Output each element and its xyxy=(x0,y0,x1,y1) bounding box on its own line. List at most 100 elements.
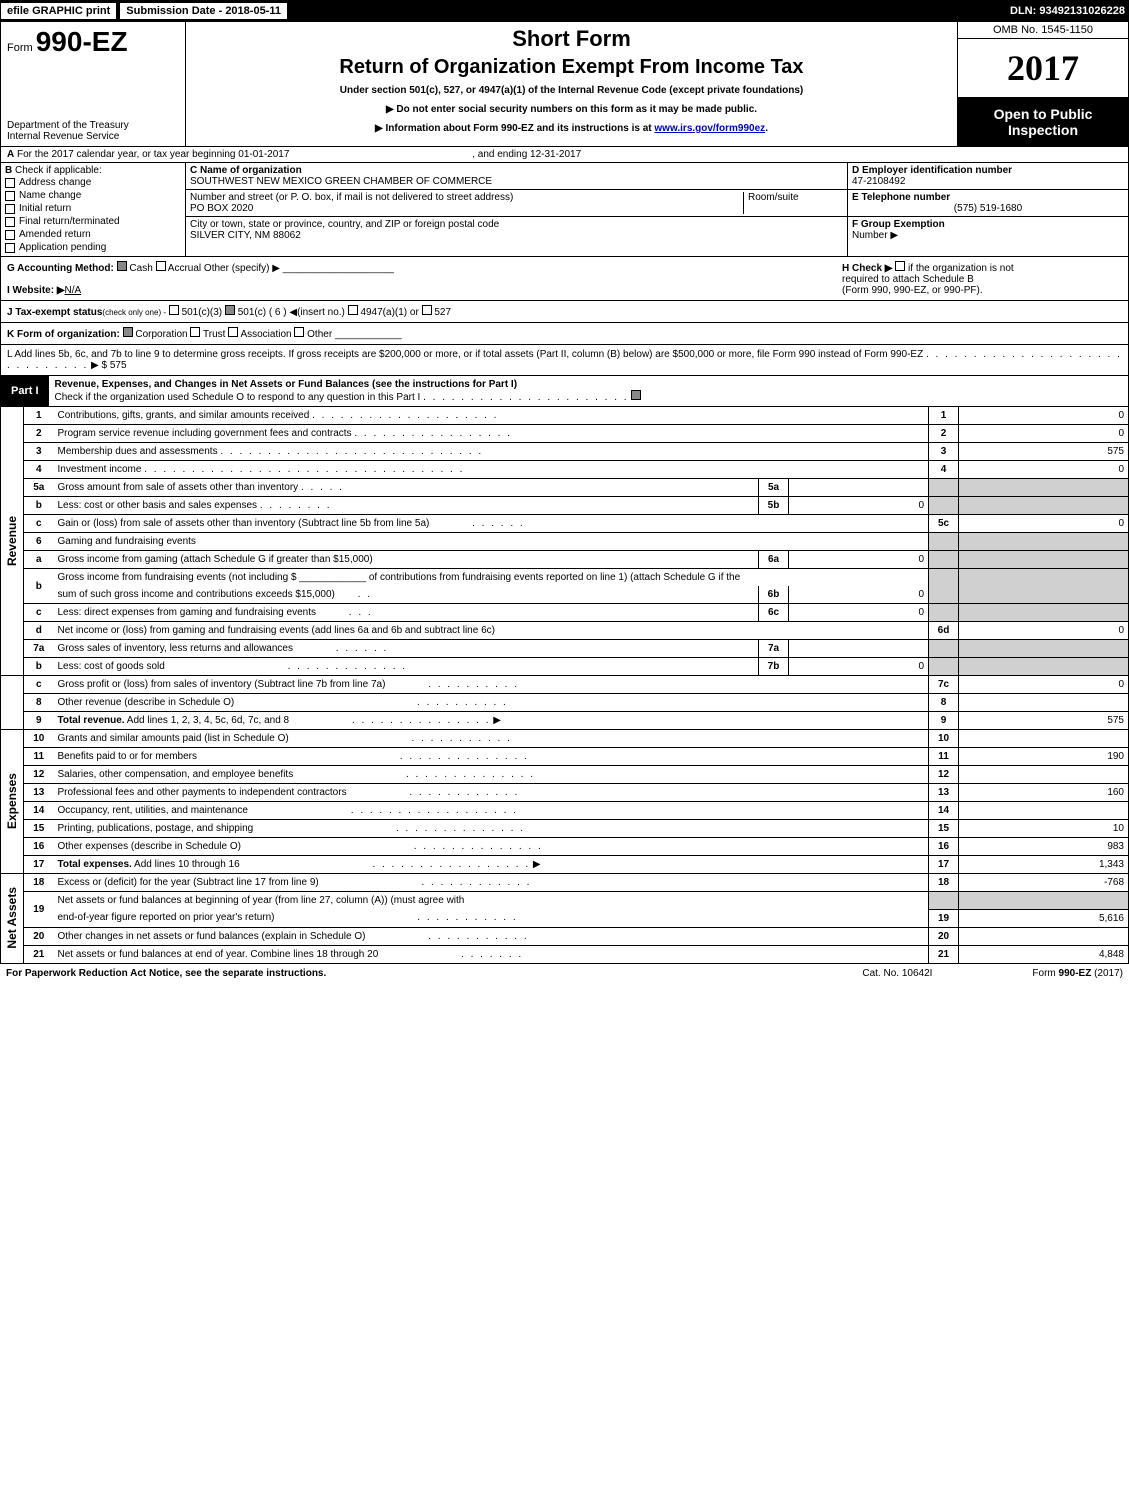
table-row: 8 Other revenue (describe in Schedule O)… xyxy=(1,694,1129,712)
amount-value: 10 xyxy=(959,820,1129,838)
line-desc: Gain or (loss) from sale of assets other… xyxy=(58,518,430,529)
chk-label: Application pending xyxy=(19,242,106,253)
chk-trust[interactable] xyxy=(190,327,200,337)
d-label: D Employer identification number xyxy=(852,165,1012,176)
j-opt-2: 4947(a)(1) or xyxy=(360,307,418,318)
chk-other[interactable] xyxy=(294,327,304,337)
table-row: d Net income or (loss) from gaming and f… xyxy=(1,622,1129,640)
sub-value: 0 xyxy=(789,658,929,676)
sub-value: 0 xyxy=(789,586,929,604)
chk-corp[interactable] xyxy=(123,327,133,337)
irs-link[interactable]: www.irs.gov/form990ez xyxy=(654,123,765,134)
info-prefix: ▶ Information about Form 990-EZ and its … xyxy=(375,123,654,134)
line-desc: Net assets or fund balances at end of ye… xyxy=(58,949,379,960)
line-num: 6 xyxy=(24,533,54,551)
e-label: E Telephone number xyxy=(852,192,950,203)
revenue-side-label: Revenue xyxy=(5,516,19,566)
amount-value: 575 xyxy=(959,712,1129,730)
line-num: 4 xyxy=(24,461,54,479)
table-row: 17 Total expenses. Add lines 10 through … xyxy=(1,856,1129,874)
line-desc: Gross sales of inventory, less returns a… xyxy=(58,643,293,654)
table-row: Expenses 10 Grants and similar amounts p… xyxy=(1,730,1129,748)
chk-accrual[interactable] xyxy=(156,261,166,271)
chk-final-return[interactable]: Final return/terminated xyxy=(5,215,181,228)
shaded-cell xyxy=(959,551,1129,569)
amount-value: 0 xyxy=(959,622,1129,640)
j-opt-0: 501(c)(3) xyxy=(182,307,223,318)
amount-value: 1,343 xyxy=(959,856,1129,874)
table-row: c Gain or (loss) from sale of assets oth… xyxy=(1,515,1129,533)
line-num: 20 xyxy=(24,927,54,945)
j-sub: (check only one) - xyxy=(102,308,166,317)
line-desc: Professional fees and other payments to … xyxy=(58,787,347,798)
chk-501c[interactable] xyxy=(225,305,235,315)
amount-value xyxy=(959,694,1129,712)
line-desc: Program service revenue including govern… xyxy=(58,428,352,439)
header-right: OMB No. 1545-1150 2017 Open to Public In… xyxy=(958,22,1128,146)
k-opt-2: Association xyxy=(240,329,291,340)
amount-value: 160 xyxy=(959,784,1129,802)
amount-value: -768 xyxy=(959,874,1129,892)
chk-initial-return[interactable]: Initial return xyxy=(5,202,181,215)
line-desc: Net assets or fund balances at beginning… xyxy=(58,895,465,906)
amount-value: 0 xyxy=(959,461,1129,479)
line-num: 10 xyxy=(24,730,54,748)
sub-value: 0 xyxy=(789,604,929,622)
addr-label: Number and street (or P. O. box, if mail… xyxy=(190,192,513,203)
shaded-cell xyxy=(959,569,1129,604)
line-num: b xyxy=(24,569,54,604)
line-desc: Other changes in net assets or fund bala… xyxy=(58,931,366,942)
j-label: J Tax-exempt status xyxy=(7,307,102,318)
line-num: 7a xyxy=(24,640,54,658)
line-num: a xyxy=(24,551,54,569)
chk-amended-return[interactable]: Amended return xyxy=(5,228,181,241)
line-desc: Grants and similar amounts paid (list in… xyxy=(58,733,289,744)
part-1-title: Revenue, Expenses, and Changes in Net As… xyxy=(49,376,1128,406)
section-b: B Check if applicable: Address change Na… xyxy=(1,163,186,256)
part-check-line: Check if the organization used Schedule … xyxy=(55,392,421,403)
table-row: 5a Gross amount from sale of assets othe… xyxy=(1,479,1129,497)
line-num: b xyxy=(24,658,54,676)
line-desc: end-of-year figure reported on prior yea… xyxy=(58,912,275,923)
chk-4947[interactable] xyxy=(348,305,358,315)
h-text-3: (Form 990, 990-EZ, or 990-PF). xyxy=(842,285,983,296)
chk-cash[interactable] xyxy=(117,261,127,271)
inspection-line-1: Open to Public xyxy=(962,106,1124,122)
shaded-cell xyxy=(959,658,1129,676)
table-row: 13 Professional fees and other payments … xyxy=(1,784,1129,802)
col-num: 20 xyxy=(929,927,959,945)
chk-assoc[interactable] xyxy=(228,327,238,337)
shaded-cell xyxy=(929,640,959,658)
part-1-table: Revenue 1 Contributions, gifts, grants, … xyxy=(0,407,1129,964)
chk-application-pending[interactable]: Application pending xyxy=(5,241,181,254)
amount-value: 0 xyxy=(959,407,1129,425)
line-a-end: , and ending 12-31-2017 xyxy=(472,149,581,160)
sub-num: 7a xyxy=(759,640,789,658)
chk-501c3[interactable] xyxy=(169,305,179,315)
chk-address-change[interactable]: Address change xyxy=(5,176,181,189)
efile-print-button[interactable]: efile GRAPHIC print xyxy=(0,2,117,20)
line-num: 19 xyxy=(24,892,54,928)
col-num: 18 xyxy=(929,874,959,892)
line-num: 5a xyxy=(24,479,54,497)
expenses-side-label: Expenses xyxy=(5,773,19,829)
shaded-cell xyxy=(959,497,1129,515)
chk-h[interactable] xyxy=(895,261,905,271)
shaded-cell xyxy=(959,479,1129,497)
chk-name-change[interactable]: Name change xyxy=(5,189,181,202)
table-row: a Gross income from gaming (attach Sched… xyxy=(1,551,1129,569)
sub-num: 5a xyxy=(759,479,789,497)
city-value: SILVER CITY, NM 88062 xyxy=(190,230,301,241)
line-desc: Gaming and fundraising events xyxy=(58,536,196,547)
col-num: 14 xyxy=(929,802,959,820)
k-opt-0: Corporation xyxy=(135,329,187,340)
g-cash-label: Cash xyxy=(129,263,152,274)
h-text-2: required to attach Schedule B xyxy=(842,274,974,285)
line-num: c xyxy=(24,604,54,622)
table-row: 21 Net assets or fund balances at end of… xyxy=(1,945,1129,963)
amount-value: 0 xyxy=(959,425,1129,443)
chk-527[interactable] xyxy=(422,305,432,315)
chk-schedule-o[interactable] xyxy=(631,390,641,400)
line-num: b xyxy=(24,497,54,515)
col-num: 21 xyxy=(929,945,959,963)
